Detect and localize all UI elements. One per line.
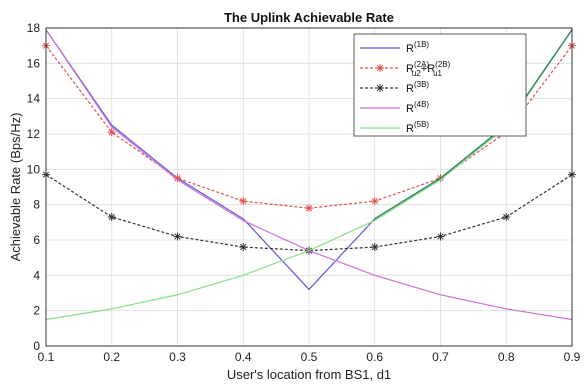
series-line xyxy=(45,45,573,209)
y-tick-label: 6 xyxy=(33,233,40,247)
legend-label-part: +R xyxy=(421,63,435,75)
legend-marker xyxy=(376,64,384,72)
series-5 xyxy=(45,29,573,321)
y-tick-label: 18 xyxy=(27,21,41,35)
legend-label-part: (2A) xyxy=(414,60,429,69)
legend-label-part: (2B) xyxy=(435,60,450,69)
y-tick-label: 12 xyxy=(27,127,41,141)
legend-label-part: R xyxy=(406,123,414,135)
legend-label: R(4B) xyxy=(406,100,429,115)
x-tick-label: 0.6 xyxy=(366,350,383,364)
data-point xyxy=(107,128,116,137)
legend-entry-1: R(1B) xyxy=(360,40,429,55)
x-tick-label: 0.5 xyxy=(301,350,318,364)
data-point xyxy=(239,243,248,252)
y-tick-label: 2 xyxy=(33,304,40,318)
x-tick-label: 0.2 xyxy=(103,350,120,364)
data-point xyxy=(239,197,248,206)
data-point xyxy=(436,232,445,241)
legend-entry-5: R(5B) xyxy=(360,120,429,135)
series-3 xyxy=(42,170,576,255)
y-tick-label: 0 xyxy=(33,339,40,353)
legend-entry-2: R(2A) u2+R(2B) u1 xyxy=(360,60,451,78)
data-point xyxy=(173,232,182,241)
data-point xyxy=(305,204,313,213)
legend-label: R(5B) xyxy=(406,120,429,135)
legend-entry-4: R(4B) xyxy=(360,100,429,115)
y-tick-label: 8 xyxy=(33,198,40,212)
x-tick-label: 0.9 xyxy=(564,350,581,364)
series-line xyxy=(45,29,573,321)
legend-label: R(3B) xyxy=(406,80,429,95)
y-tick-label: 14 xyxy=(27,92,41,106)
tick-labels: 0.1 0.2 0.3 0.4 0.5 0.6 0.7 0.8 0.9 0 2 4 6 8 10 12 14 16… xyxy=(27,21,581,364)
legend-box xyxy=(353,33,527,137)
data-point xyxy=(370,243,379,252)
overlapping-series-line xyxy=(374,29,573,220)
legend-label-part: R xyxy=(406,63,414,75)
legend-marker xyxy=(376,84,384,92)
legend-entry-3: R(3B) xyxy=(360,80,429,95)
data-point xyxy=(107,213,116,222)
chart-title: The Uplink Achievable Rate xyxy=(224,10,394,25)
data-point xyxy=(502,213,511,222)
x-tick-label: 0.1 xyxy=(38,350,55,364)
legend-label-part: R xyxy=(406,103,414,115)
legend-label-part: (4B) xyxy=(414,100,429,109)
y-tick-label: 4 xyxy=(33,268,40,282)
y-tick-label: 16 xyxy=(27,56,41,70)
legend-label-part: u1 xyxy=(433,69,442,78)
plot-frame xyxy=(45,27,573,347)
legend-label: R(2A) u2+R(2B) u1 xyxy=(406,60,451,78)
series-line xyxy=(45,174,573,252)
legend-label-part: R xyxy=(406,43,414,55)
x-tick-label: 0.8 xyxy=(498,350,515,364)
x-tick-label: 0.3 xyxy=(169,350,186,364)
data-point xyxy=(370,197,379,206)
legend-label: R(1B) xyxy=(406,40,429,55)
series-layer xyxy=(42,29,576,321)
legend-label-part: u2 xyxy=(412,69,421,78)
x-tick-label: 0.4 xyxy=(235,350,252,364)
x-tick-label: 0.7 xyxy=(432,350,449,364)
legend-label-part: (5B) xyxy=(414,120,429,129)
legend: R(1B)R(2A) u2+R(2B) u1R(3B)R(4B)R(5B) xyxy=(353,33,527,137)
y-tick-label: 10 xyxy=(27,162,41,176)
x-axis-label: User's location from BS1, d1 xyxy=(227,367,391,382)
y-axis-label: Achievable Rate (Bps/Hz) xyxy=(8,113,23,262)
legend-label-part: R xyxy=(406,83,414,95)
legend-label-part: (1B) xyxy=(414,40,429,49)
legend-label-part: (3B) xyxy=(414,80,429,89)
